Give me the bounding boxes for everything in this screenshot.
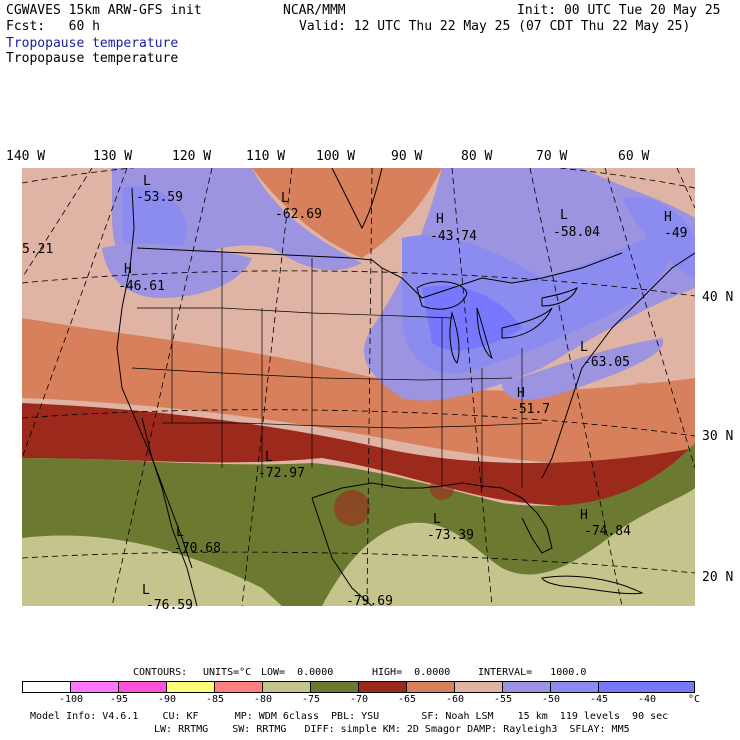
contours-units: UNITS=°C — [203, 667, 252, 678]
legend-swatch — [118, 681, 167, 693]
state-borders — [131, 248, 543, 488]
lon-label: 60 W — [618, 149, 650, 164]
lon-label: 90 W — [391, 149, 423, 164]
graticule — [22, 168, 695, 606]
legend-label: -85 — [205, 694, 225, 705]
lon-label: 100 W — [316, 149, 356, 164]
field-title-1: Tropopause temperature — [6, 36, 179, 51]
coastlines-borders — [116, 168, 695, 606]
legend-swatch — [454, 681, 503, 693]
legend-swatch — [358, 681, 407, 693]
center-label: NCAR/MMM — [283, 3, 346, 18]
tropopause-temperature-map — [22, 168, 695, 606]
legend-label: -55 — [493, 694, 513, 705]
legend-swatch — [502, 681, 551, 693]
legend-swatch — [598, 681, 695, 693]
legend-swatch — [262, 681, 311, 693]
lat-label: 30 N — [702, 429, 734, 444]
lon-label: 120 W — [172, 149, 212, 164]
temperature-shading — [22, 168, 695, 606]
valid-time: Valid: 12 UTC Thu 22 May 25 (07 CDT Thu … — [299, 19, 691, 34]
contours-label: CONTOURS: — [133, 667, 188, 678]
legend-label: -100 — [58, 694, 84, 705]
model-info-line2: LW: RRTMG SW: RRTMG DIFF: simple KM: 2D … — [154, 724, 630, 735]
legend-label: -60 — [445, 694, 465, 705]
legend-swatch — [310, 681, 359, 693]
legend-swatch — [406, 681, 455, 693]
forecast-hour: Fcst: 60 h — [6, 19, 100, 34]
lon-label: 140 W — [6, 149, 46, 164]
legend-swatch — [550, 681, 599, 693]
contours-interval: INTERVAL= 1000.0 — [478, 667, 587, 678]
model-info-line1: Model Info: V4.6.1 CU: KF MP: WDM 6class… — [30, 711, 669, 722]
legend-units: °C — [687, 694, 701, 705]
lon-label: 70 W — [536, 149, 568, 164]
contours-high: HIGH= 0.0000 — [372, 667, 451, 678]
legend-swatch — [70, 681, 119, 693]
legend-label: -95 — [109, 694, 129, 705]
legend-label: -80 — [253, 694, 273, 705]
lon-label: 130 W — [93, 149, 133, 164]
legend-label: -65 — [397, 694, 417, 705]
field-title-2: Tropopause temperature — [6, 51, 179, 66]
legend-label: -75 — [301, 694, 321, 705]
legend-swatch — [214, 681, 263, 693]
legend-label: -50 — [541, 694, 561, 705]
lat-label: 40 N — [702, 290, 734, 305]
legend-swatch — [22, 681, 71, 693]
lat-label: 20 N — [702, 570, 734, 585]
contours-low: LOW= 0.0000 — [261, 667, 334, 678]
legend-label: -40 — [637, 694, 657, 705]
init-time: Init: 00 UTC Tue 20 May 25 — [517, 3, 721, 18]
model-title: CGWAVES 15km ARW-GFS init — [6, 3, 202, 18]
lon-label: 80 W — [461, 149, 493, 164]
legend-swatch — [166, 681, 215, 693]
lon-label: 110 W — [246, 149, 286, 164]
legend-label: -45 — [589, 694, 609, 705]
legend-label: -90 — [157, 694, 177, 705]
legend-label: -70 — [349, 694, 369, 705]
